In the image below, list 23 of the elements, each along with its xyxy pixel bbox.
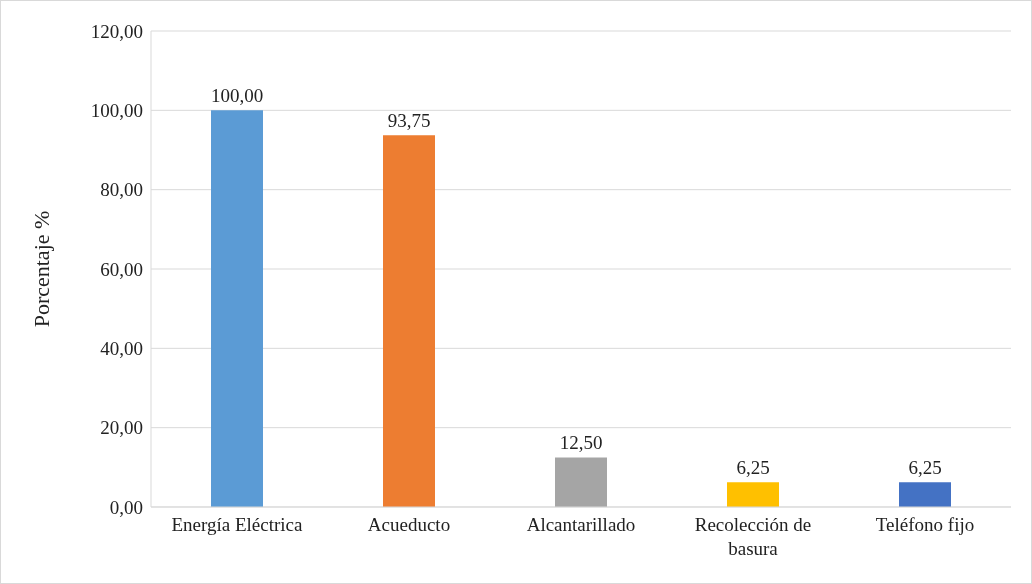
x-tick-label: Alcantarillado: [526, 514, 636, 535]
x-tick-label: Energía Eléctrica: [171, 514, 304, 535]
x-tick-label: Recolección de basura: [694, 514, 812, 559]
data-label: 12,50: [559, 432, 603, 454]
bar: [555, 457, 607, 507]
x-tick-label: Teléfono fijo: [875, 514, 975, 535]
data-label: 93,75: [387, 110, 431, 132]
data-label: 100,00: [210, 85, 264, 107]
y-tick-label: 40,00: [100, 338, 143, 360]
y-tick-label: 20,00: [100, 417, 143, 439]
y-tick-label: 0,00: [109, 496, 143, 518]
bar: [211, 110, 263, 507]
bar: [383, 135, 435, 507]
x-tick-label: Acueducto: [367, 514, 451, 535]
y-axis-title: Porcentaje %: [28, 210, 54, 328]
y-tick-label: 100,00: [90, 100, 143, 122]
data-label: 6,25: [736, 457, 770, 479]
bar: [899, 482, 951, 507]
bar: [727, 482, 779, 507]
y-tick-label: 60,00: [100, 258, 143, 280]
data-label: 6,25: [908, 457, 942, 479]
y-tick-label: 120,00: [90, 20, 143, 42]
y-tick-label: 80,00: [100, 179, 143, 201]
